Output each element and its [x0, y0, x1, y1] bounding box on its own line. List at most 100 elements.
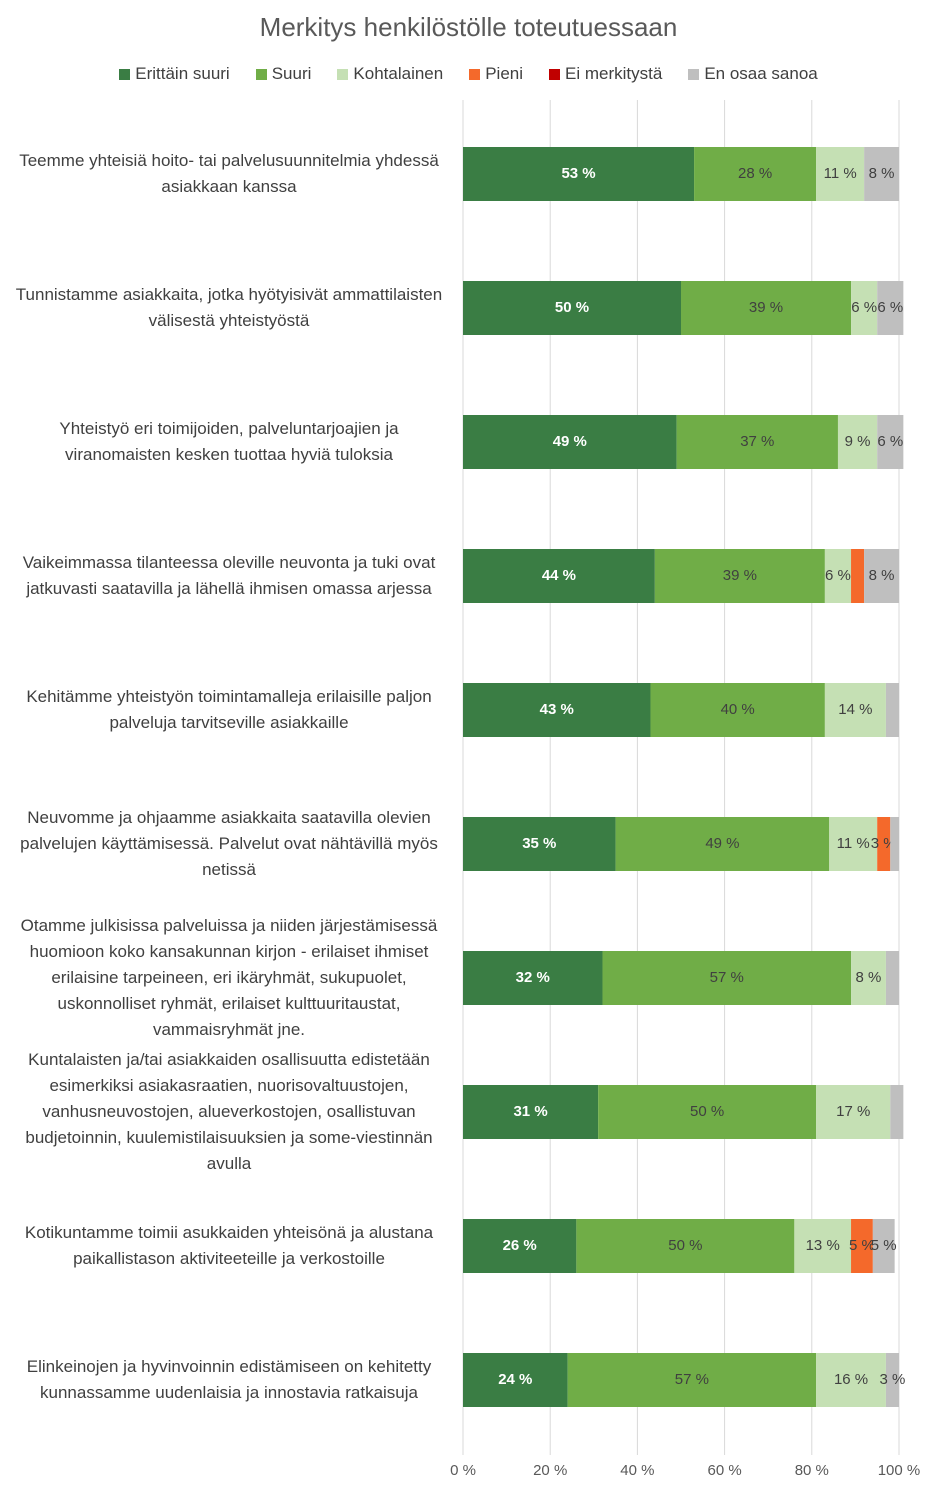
bar-segment: [864, 147, 899, 201]
data-label: 16 %: [834, 1371, 868, 1388]
category-label: Yhteistyö eri toimijoiden, palveluntarjo…: [59, 419, 399, 464]
legend-label: Suuri: [271, 64, 312, 83]
legend-item: Pieni: [469, 64, 523, 84]
data-label: 26 %: [503, 1237, 537, 1254]
bar-segment: [872, 1219, 895, 1273]
data-label: 53 %: [561, 165, 595, 182]
data-label: 43 %: [540, 701, 574, 718]
bar-segment: [816, 147, 865, 201]
bar-segment: [851, 951, 886, 1005]
category-label: Teemme yhteisiä hoito- tai palvelusuunni…: [19, 151, 439, 196]
bar-segment: [463, 549, 655, 603]
category-label: Kuntalaisten ja/tai asiakkaiden osallisu…: [25, 1050, 433, 1173]
bar-segment: [463, 951, 603, 1005]
bar-segment: [694, 147, 817, 201]
data-label: 6 %: [851, 299, 877, 316]
x-tick-label: 60 %: [707, 1462, 741, 1479]
bar-segment: [567, 1353, 817, 1407]
x-tick-label: 100 %: [878, 1462, 921, 1479]
x-tick-label: 0 %: [450, 1462, 476, 1479]
bar-segment: [851, 549, 865, 603]
bar-segment: [794, 1219, 852, 1273]
data-label: 13 %: [806, 1237, 840, 1254]
data-label: 8 %: [869, 165, 895, 182]
bar-segment: [885, 683, 899, 737]
bar-segment: [598, 1085, 817, 1139]
bar-segment: [650, 683, 825, 737]
category-label: Vaikeimmassa tilanteessa oleville neuvon…: [22, 553, 436, 598]
data-label: 50 %: [690, 1103, 724, 1120]
legend-swatch: [119, 68, 131, 80]
bar-segment: [824, 683, 886, 737]
bar-segment: [463, 1085, 599, 1139]
bar-segment: [816, 1085, 891, 1139]
bar-segment: [681, 281, 852, 335]
data-label: 8 %: [856, 969, 882, 986]
bar-segment: [463, 683, 651, 737]
data-label: 6 %: [825, 567, 851, 584]
bar-segment: [463, 1219, 577, 1273]
data-label: 17 %: [836, 1103, 870, 1120]
bar-segment: [851, 1219, 873, 1273]
chart-title: Merkitys henkilöstölle toteutuessaan: [259, 12, 678, 42]
data-label: 39 %: [749, 299, 783, 316]
legend: Erittäin suuri Suuri Kohtalainen Pieni Ei me…: [0, 64, 937, 84]
data-label: 5 %: [871, 1237, 897, 1254]
bar-segment: [877, 817, 891, 871]
legend-item: Suuri: [255, 64, 312, 84]
legend-swatch: [469, 68, 481, 80]
bar-segment: [654, 549, 825, 603]
category-label: Kehitämme yhteistyön toimintamalleja eri…: [26, 687, 432, 732]
data-label: 57 %: [710, 969, 744, 986]
data-label: 31 %: [513, 1103, 547, 1120]
legend-swatch: [255, 68, 267, 80]
data-label: 9 %: [845, 433, 871, 450]
data-label: 14 %: [838, 701, 872, 718]
category-label: Otamme julkisissa palveluissa ja niiden …: [20, 916, 438, 1039]
data-label: 49 %: [705, 835, 739, 852]
legend-item: Kohtalainen: [337, 64, 443, 84]
data-label: 37 %: [740, 433, 774, 450]
data-label: 5 %: [849, 1237, 875, 1254]
x-tick-label: 80 %: [795, 1462, 829, 1479]
bar-segment: [829, 817, 878, 871]
bar-segment: [463, 147, 695, 201]
legend-label: Erittäin suuri: [135, 64, 230, 83]
bar-segment: [463, 1353, 568, 1407]
data-label: 28 %: [738, 165, 772, 182]
bar-segment: [885, 1353, 899, 1407]
data-label: 44 %: [542, 567, 576, 584]
bar-segment: [890, 1085, 904, 1139]
legend-swatch: [549, 68, 561, 80]
bar-segment: [890, 817, 899, 871]
data-label: 35 %: [522, 835, 556, 852]
data-label: 50 %: [555, 299, 589, 316]
legend-item: Erittäin suuri: [119, 64, 230, 84]
data-label: 6 %: [877, 433, 903, 450]
data-label: 8 %: [869, 567, 895, 584]
data-label: 39 %: [723, 567, 757, 584]
bar-segment: [602, 951, 852, 1005]
data-label: 3 %: [880, 1371, 906, 1388]
data-label: 6 %: [877, 299, 903, 316]
data-label: 50 %: [668, 1237, 702, 1254]
category-label: Elinkeinojen ja hyvinvoinnin edistämisee…: [26, 1357, 432, 1402]
legend-item: Ei merkitystä: [549, 64, 662, 84]
bar-segment: [885, 951, 899, 1005]
data-label: 11 %: [824, 165, 857, 182]
x-tick-label: 40 %: [620, 1462, 654, 1479]
data-label: 57 %: [675, 1371, 709, 1388]
bar-segment: [576, 1219, 795, 1273]
data-label: 11 %: [837, 835, 870, 852]
legend-swatch: [337, 68, 349, 80]
x-tick-label: 20 %: [533, 1462, 567, 1479]
legend-label: Ei merkitystä: [565, 64, 663, 83]
data-label: 49 %: [553, 433, 587, 450]
legend-swatch: [688, 68, 700, 80]
legend-label: Kohtalainen: [353, 64, 444, 83]
bar-segment: [463, 281, 681, 335]
category-label: Neuvomme ja ohjaamme asiakkaita saatavil…: [20, 808, 438, 879]
bar-segment: [463, 415, 677, 469]
bar-segment: [824, 549, 852, 603]
